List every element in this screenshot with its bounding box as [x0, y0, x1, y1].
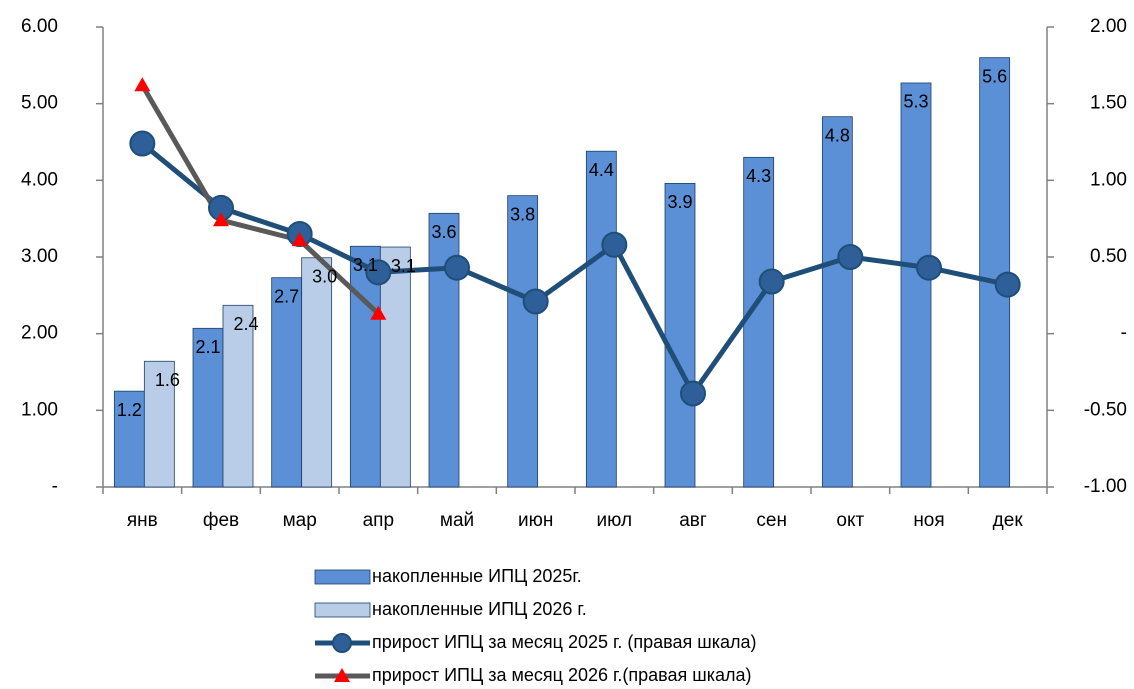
y-tick-label: 3.00	[21, 246, 58, 267]
data-label: 3.8	[510, 204, 535, 224]
x-tick-label: дек	[993, 510, 1024, 531]
y-tick-label: 4.00	[21, 169, 58, 190]
marker	[758, 268, 785, 295]
bar	[428, 212, 460, 488]
data-label: 3.9	[667, 192, 692, 212]
data-label: 3.6	[431, 222, 456, 242]
bar	[143, 360, 175, 488]
marker	[291, 232, 308, 247]
data-label: 2.1	[195, 337, 220, 357]
y-tick-label: -	[52, 476, 58, 497]
marker	[444, 254, 470, 281]
data-label: 2.7	[274, 286, 299, 306]
data-label: 2.4	[233, 314, 258, 334]
data-label: 5.6	[982, 66, 1007, 86]
y-tick-label: 6.00	[21, 16, 58, 37]
bar	[301, 257, 333, 488]
y2-tick-label: -	[1121, 323, 1127, 344]
marker	[601, 231, 628, 258]
line	[140, 141, 1009, 396]
y2-tick-label: -1.00	[1084, 476, 1127, 497]
y-tick-label: 2.00	[21, 323, 58, 344]
bar	[585, 150, 617, 488]
y2-tick-label: 1.00	[1090, 169, 1127, 190]
bar	[222, 304, 254, 488]
legend-label: прирост ИПЦ за месяц 2026 г.(правая шкал…	[372, 665, 752, 685]
y2-tick-label: 2.00	[1090, 16, 1127, 37]
x-tick-label: апр	[363, 510, 394, 531]
marker	[680, 380, 706, 407]
bar	[349, 245, 381, 488]
marker	[837, 244, 864, 270]
bar	[664, 182, 696, 488]
legend-marker	[334, 668, 350, 682]
bar	[821, 116, 853, 488]
marker	[370, 305, 387, 320]
marker	[522, 288, 549, 315]
x-tick-label: янв	[127, 510, 158, 531]
x-tick-label: мар	[283, 510, 317, 531]
bar	[900, 82, 932, 488]
legend-swatch	[314, 569, 371, 585]
x-tick-label: сен	[756, 510, 787, 531]
x-tick-label: май	[440, 510, 474, 531]
x-tick-label: фев	[203, 510, 239, 531]
legend-marker	[332, 633, 352, 653]
y2-tick-label: 1.50	[1090, 93, 1127, 114]
y-tick-label: 1.00	[21, 399, 58, 420]
data-label: 1.6	[155, 370, 180, 390]
x-tick-label: ноя	[913, 510, 944, 531]
x-tick-label: окт	[836, 510, 864, 531]
data-label: 3.0	[312, 267, 337, 287]
y2-tick-label: -0.50	[1084, 399, 1127, 420]
line	[140, 84, 381, 316]
marker	[134, 77, 151, 92]
data-label: 4.3	[746, 166, 771, 186]
legend-label: накопленные ИПЦ 2025г.	[372, 566, 582, 586]
data-label: 4.8	[825, 125, 850, 145]
y2-tick-label: 0.50	[1090, 246, 1127, 267]
marker	[994, 271, 1021, 298]
bar	[507, 195, 539, 488]
legend-label: накопленные ИПЦ 2026 г.	[372, 599, 587, 619]
data-label: 3.1	[391, 256, 416, 276]
x-tick-label: июн	[518, 510, 553, 531]
legend-label: прирост ИПЦ за месяц 2025 г. (правая шка…	[372, 632, 757, 652]
bar	[743, 156, 775, 488]
bar	[379, 246, 411, 488]
legend-swatch	[314, 602, 371, 618]
x-tick-label: авг	[679, 510, 707, 531]
data-label: 4.4	[589, 160, 614, 180]
y-tick-label: 5.00	[21, 93, 58, 114]
x-tick-label: июл	[597, 510, 633, 531]
marker	[213, 212, 229, 227]
marker	[916, 254, 942, 281]
marker	[365, 259, 392, 286]
data-label: 1.2	[117, 400, 142, 420]
data-label: 3.1	[353, 255, 378, 275]
data-label: 5.3	[903, 92, 928, 112]
marker	[129, 130, 156, 157]
bar	[271, 277, 303, 488]
